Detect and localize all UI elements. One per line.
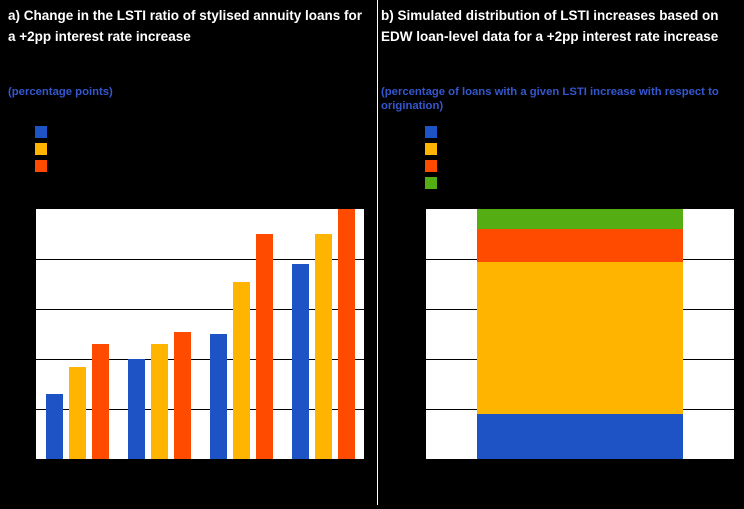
bar-series-orange — [337, 209, 355, 459]
segment-yellow-legend-swatch — [425, 143, 437, 155]
bar-group — [209, 209, 273, 459]
bar-group — [291, 209, 355, 459]
segment-blue-legend-swatch — [425, 126, 437, 138]
bar-series-orange — [173, 331, 191, 459]
bar-series-blue — [127, 359, 145, 459]
bar-series-blue — [209, 334, 227, 459]
series-orange-legend-swatch — [35, 160, 47, 172]
bar-series-yellow — [150, 344, 168, 459]
legend-a — [35, 126, 47, 172]
stack-segment-green — [477, 209, 683, 229]
bar-series-yellow — [68, 366, 86, 459]
bar-group — [45, 209, 109, 459]
stack-segment-orange — [477, 229, 683, 262]
bar-series-blue — [45, 394, 63, 459]
gridline — [36, 259, 364, 260]
gridline — [36, 309, 364, 310]
panel-divider — [377, 0, 378, 505]
series-yellow-legend-swatch — [35, 143, 47, 155]
bar-series-yellow — [314, 234, 332, 459]
stack-segment-yellow — [477, 261, 683, 414]
legend-b — [425, 126, 437, 189]
panel-b-subtitle: (percentage of loans with a given LSTI i… — [381, 86, 719, 112]
bar-series-orange — [91, 344, 109, 459]
stacked-bar-plot — [425, 208, 735, 460]
grouped-bars — [36, 209, 364, 459]
bar-series-orange — [255, 234, 273, 459]
gridline — [36, 359, 364, 360]
panel-a-subtitle: (percentage points) — [8, 86, 113, 98]
segment-green-legend-swatch — [425, 177, 437, 189]
stacked-bar — [477, 209, 683, 459]
segment-orange-legend-swatch — [425, 160, 437, 172]
gridline — [36, 409, 364, 410]
grouped-bar-plot — [35, 208, 365, 460]
series-blue-legend-swatch — [35, 126, 47, 138]
bar-group — [127, 209, 191, 459]
bar-series-blue — [291, 264, 309, 459]
panel-a-title: a) Change in the LSTI ratio of stylised … — [8, 8, 363, 44]
stack-segment-blue — [477, 414, 683, 459]
bar-series-yellow — [232, 281, 250, 459]
panel-b-title: b) Simulated distribution of LSTI increa… — [381, 8, 719, 44]
